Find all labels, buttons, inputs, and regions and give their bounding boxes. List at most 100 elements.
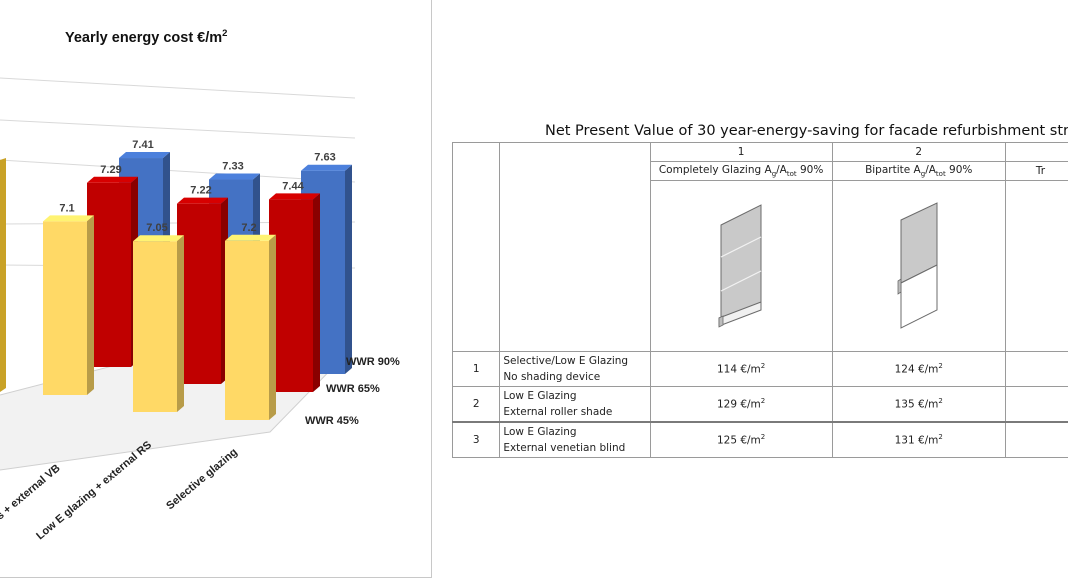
category-label: Selective glazing [164,446,240,512]
bar-0-2 [225,240,269,420]
bar-0-0-side [87,215,94,395]
bar-0-1-top [133,235,184,242]
bar-0-0-top [43,215,94,222]
data-label: 7.2 [241,222,256,234]
col-number-2: 2 [831,142,1006,162]
row-value-2: 131 €/m2 [831,421,1006,458]
col-number-3 [1004,142,1068,162]
table-row: 3 Low E Glazing External venetian blind 1… [451,421,1068,458]
row-description: Low E Glazing External venetian blind [499,421,651,458]
bar-0-1 [133,241,177,412]
table-number-row: 1 2 [451,142,1068,352]
row-index: 3 [451,421,501,458]
npv-table: 1 2 Completely Glazing Ag/Atot 90% Bipar… [451,142,1068,458]
col-number-1: 1 [649,142,833,162]
bar-1-2-top [269,193,320,200]
bar-0-2-side [269,234,276,420]
value-sup: 2 [938,362,943,371]
row-value-3 [1004,386,1068,423]
bar-2-2-side [345,164,352,374]
row-value-1: 114 €/m2 [649,351,833,387]
series-label: WWR 90% [346,356,400,368]
data-label: 7.44 [282,180,304,192]
chart-title-main: Yearly energy cost €/m [65,30,222,46]
row-value-1: 129 €/m2 [649,386,833,423]
bar-1-2 [269,199,313,392]
bar-0-2-top [225,234,276,241]
value-sup: 2 [760,433,766,442]
bar-2-2-top [301,164,352,171]
facade-complete-glazing-icon [718,203,762,328]
col-header-2-sub2: tot [935,170,946,179]
row-description: Selective/Low E Glazing No shading device [499,351,651,387]
col-header-1: Completely Glazing Ag/Atot 90% [649,161,833,181]
row-desc-line2: No shading device [503,371,601,383]
row-desc-line1: Low E Glazing [503,426,577,438]
bar-1-1 [177,203,221,384]
value-sup: 2 [938,397,943,406]
col-header-2-text: Bipartite A [865,163,921,176]
bar-1-2-side [313,193,320,392]
chart-title-sup: 2 [222,28,227,39]
energy-cost-chart: Yearly energy cost €/m2 7.41 7.33 7.63 7.29… [0,28,400,542]
facade-bipartite-icon [897,201,938,329]
bar-0-1-side [177,235,184,412]
col-header-2: Bipartite Ag/Atot 90% [831,161,1006,181]
row-index: 2 [451,386,501,423]
data-label: 7.29 [100,164,121,176]
corner-cell-desc [499,142,651,352]
row-index: 1 [451,351,501,387]
row-value-1: 125 €/m2 [649,421,833,458]
row-desc-line1: Low E Glazing [503,390,577,402]
chart-title: Yearly energy cost €/m2 [65,28,227,46]
row-value-2: 124 €/m2 [831,351,1006,387]
col-header-2-sub: g [920,170,926,179]
col-header-1-sub: g [771,170,777,179]
value-text: 129 €/m [716,398,761,411]
value-text: 135 €/m [894,398,939,411]
data-label: 7.33 [222,161,243,173]
series-label: WWR 65% [326,383,380,395]
grid-line [0,77,356,99]
value-text: 131 €/m [894,434,939,447]
col-header-1-text: Completely Glazing A [658,163,772,176]
data-label: 7.41 [132,139,153,151]
value-sup: 2 [760,397,766,406]
table-image-row [453,180,1068,352]
col-header-3: Tr [1004,161,1068,181]
data-label: 7.05 [146,222,167,234]
grid-line [0,119,356,139]
data-label: 7.63 [314,152,335,164]
row-value-2: 135 €/m2 [831,386,1006,423]
col-header-2-slash: /A [925,163,936,176]
value-text: 124 €/m [894,363,939,376]
npv-table-title: Net Present Value of 30 year-energy-savi… [545,123,1068,139]
col-header-1-slash: /A [776,163,787,176]
table-row: 1 Selective/Low E Glazing No shading devi… [451,351,1068,387]
col-header-1-sub2: tot [786,170,797,179]
value-text: 114 €/m [716,363,761,376]
row-description: Low E Glazing External roller shade [499,386,651,423]
bar-1-0-top [87,176,138,183]
chart-bars [0,152,352,420]
data-label: 7.22 [190,185,211,197]
grid-line [0,159,356,183]
bar-2-0-top [119,152,170,159]
value-sup: 2 [760,362,766,371]
row-value-3 [1004,351,1068,387]
corner-cell [451,142,501,352]
chart-panel: Yearly energy cost €/m2 7.41 7.33 7.63 7.29… [0,0,432,578]
bar-1-0 [87,182,131,367]
col-header-2-end: 90% [945,163,973,176]
data-label: 7.1 [59,202,74,214]
facade-image-cell-3 [1004,180,1068,352]
series-label: WWR 45% [305,415,359,427]
table-row: 2 Low E Glazing External roller shade 129… [451,386,1068,423]
bar-2-1-top [209,173,260,180]
category-label: s + external VB [0,462,63,522]
facade-image-cell-1 [649,180,833,352]
facade-image-cell-2 [831,180,1006,352]
bar-1-1-top [177,197,228,204]
partial-bar [0,158,6,392]
value-text: 125 €/m [716,434,761,447]
